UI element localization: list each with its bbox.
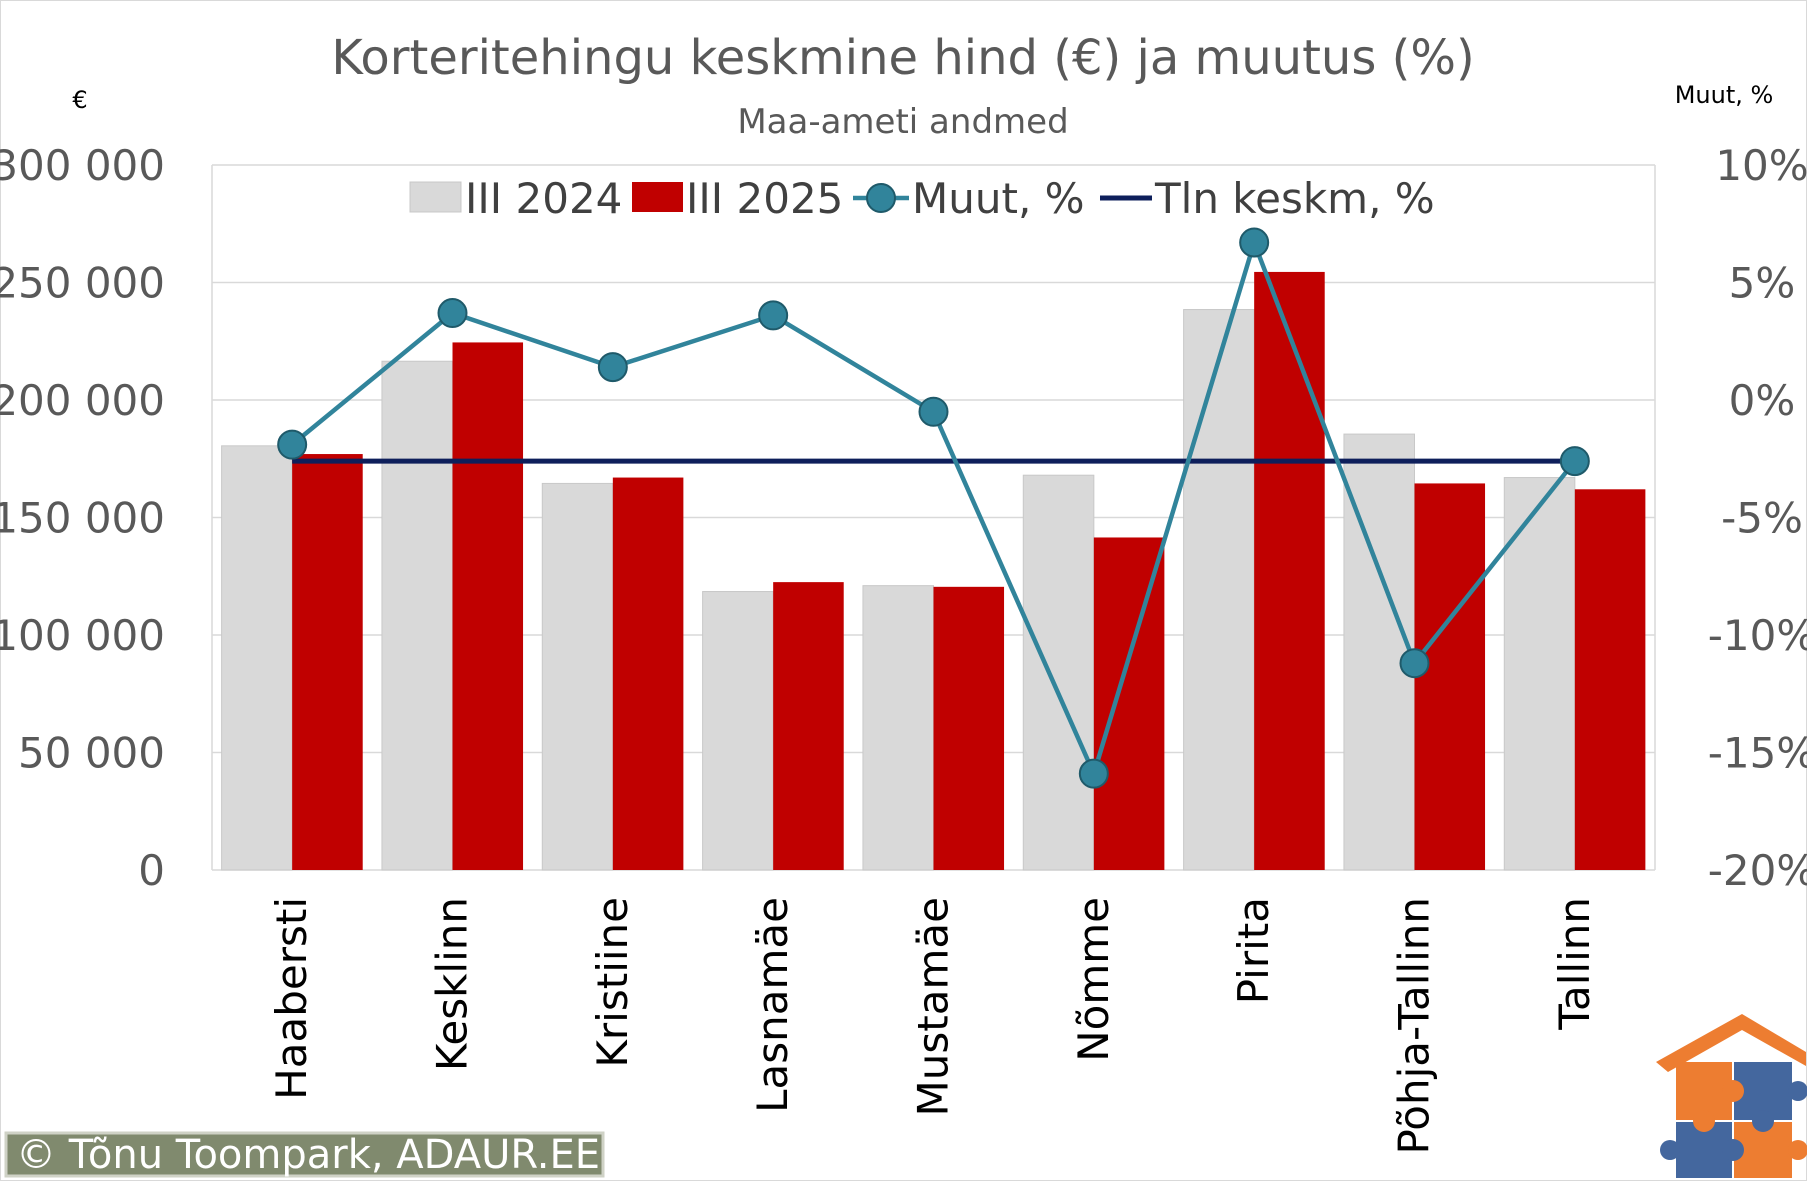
bar-2025 [452, 342, 524, 870]
logo-knob-1 [1722, 1080, 1744, 1102]
change-marker [918, 396, 949, 427]
bar-2024 [1022, 474, 1095, 871]
chart-subtitle: Maa-ameti andmed [737, 102, 1068, 142]
change-marker [1559, 446, 1590, 477]
bar-2024 [1183, 309, 1255, 871]
change-marker [758, 300, 789, 331]
puzzle-house-icon [1656, 1014, 1807, 1178]
legend-swatch-marker [866, 183, 896, 213]
left-axis-unit: € [72, 86, 87, 114]
category-label: Tallinn [1550, 897, 1599, 1031]
category-label: Nõmme [1069, 897, 1118, 1062]
left-tick-label: 150 000 [0, 494, 165, 543]
credit-background [4, 1131, 605, 1178]
credit-box: © Tõnu Toompark, ADAUR.EE [4, 1131, 605, 1178]
bar-2025 [933, 586, 1005, 870]
right-tick-label: 0% [1729, 376, 1796, 425]
logo-knob-3 [1693, 1110, 1715, 1132]
right-tick-label: -10% [1708, 611, 1807, 660]
axes: 0 -20% 50 000 -15% 100 000 -10% 150 000 -5% 200 … [0, 141, 1807, 1155]
change-marker [597, 352, 628, 383]
chart-title: Korteritehingu keskmine hind (€) ja muut… [331, 30, 1474, 86]
logo-roof [1656, 1014, 1806, 1072]
bar-2025 [1093, 537, 1165, 870]
bar-2024 [381, 360, 454, 871]
right-tick-label: -20% [1708, 846, 1807, 895]
bar-2025 [1254, 271, 1325, 870]
legend-label: Muut, % [912, 174, 1085, 223]
logo-knob-4 [1722, 1139, 1744, 1161]
change-marker [437, 298, 468, 329]
left-tick-label: 250 000 [0, 259, 165, 308]
bar-2024 [702, 591, 774, 871]
left-tick-label: 300 000 [0, 141, 165, 190]
left-tick-label: 200 000 [0, 376, 165, 425]
change-marker [1239, 227, 1270, 258]
right-axis-unit: Muut, % [1675, 81, 1774, 109]
legend-swatch [632, 182, 683, 212]
bar-2025 [612, 477, 684, 870]
category-label: Haabersti [267, 897, 316, 1100]
logo-knob-5 [1788, 1081, 1807, 1101]
legend-label: III 2025 [686, 174, 843, 223]
bar-2025 [292, 454, 363, 870]
bar-2024 [862, 585, 934, 871]
bar-series [221, 271, 1646, 871]
bar-2024 [1343, 433, 1416, 871]
category-label: Põhja-Tallinn [1390, 897, 1439, 1155]
bar-2024 [541, 482, 614, 871]
category-label: Pirita [1229, 897, 1278, 1004]
logo-knob-7 [1660, 1140, 1680, 1160]
line-series [277, 227, 1590, 789]
legend-swatch [409, 181, 462, 213]
left-tick-label: 0 [138, 846, 165, 895]
legend-label: Tln keskm, % [1154, 174, 1435, 223]
change-marker [1078, 758, 1109, 789]
logo-knob-6 [1788, 1140, 1807, 1160]
left-tick-label: 50 000 [18, 729, 165, 778]
logo-knob-2 [1752, 1110, 1774, 1132]
bar-2025 [1574, 489, 1646, 870]
change-marker [277, 429, 308, 460]
bar-2025 [773, 582, 844, 870]
legend-label: III 2024 [465, 174, 622, 223]
bar-2025 [1414, 483, 1486, 870]
bar-2024 [1503, 477, 1576, 871]
right-tick-label: -5% [1721, 494, 1803, 543]
category-label: Mustamäe [909, 897, 958, 1116]
category-label: Kristiine [588, 897, 637, 1068]
legend: III 2024 III 2025 Muut, % Tln keskm, % [409, 174, 1435, 223]
credit-text: © Tõnu Toompark, ADAUR.EE [16, 1132, 600, 1178]
bar-2024 [221, 445, 293, 871]
right-tick-label: 10% [1715, 141, 1807, 190]
right-tick-label: -15% [1708, 729, 1807, 778]
right-tick-label: 5% [1729, 259, 1796, 308]
category-label: Lasnamäe [748, 897, 797, 1113]
change-marker [1399, 648, 1430, 679]
left-tick-label: 100 000 [0, 611, 165, 660]
category-label: Kesklinn [428, 897, 477, 1071]
